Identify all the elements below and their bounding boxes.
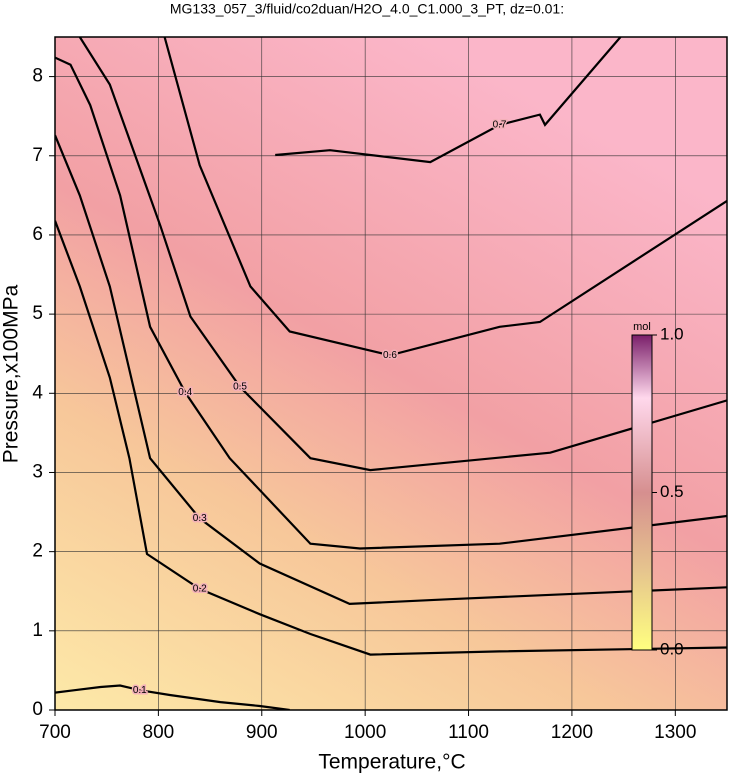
- contour-line: [55, 220, 727, 656]
- y-tick-label: 2: [32, 541, 43, 562]
- contour-line: [163, 37, 727, 357]
- x-tick-label: 1100: [448, 722, 489, 743]
- colorbar: [631, 334, 653, 651]
- colorbar-tick-label: 0.0: [660, 639, 684, 658]
- x-tick-label: 800: [143, 722, 175, 743]
- y-tick-label: 6: [32, 224, 43, 245]
- y-tick-label: 8: [32, 66, 43, 87]
- axes: 700 800 900 1000 1100 1200 1300 0 1 2 3 4 5 6 7 8: [32, 66, 696, 743]
- colorbar-unit: mol: [633, 321, 651, 333]
- plot-area: 0.1 0.2 0.3 0.4 0.5 0.6 0.7: [55, 37, 727, 710]
- colorbar-tick-label: 0.5: [660, 482, 684, 501]
- contour-label: 0.7: [493, 120, 507, 131]
- contour-label: 0.5: [233, 382, 247, 393]
- x-tick-label: 700: [39, 722, 71, 743]
- y-tick-label: 1: [32, 620, 43, 641]
- y-tick-label: 0: [32, 699, 43, 720]
- plot-background: [55, 37, 727, 710]
- contour-line: [55, 134, 727, 606]
- contour-line: [275, 37, 622, 164]
- x-tick-label: 1000: [344, 722, 386, 743]
- y-axis-label: Pressure,x100MPa: [0, 284, 23, 463]
- contour-line: [78, 37, 727, 472]
- contour-line: [55, 56, 727, 550]
- contour-label: 0.6: [383, 350, 397, 361]
- y-tick-label: 3: [32, 461, 43, 482]
- x-tick-label: 1200: [551, 722, 593, 743]
- plot-frame: [54, 36, 728, 711]
- x-tick-label: 900: [246, 722, 278, 743]
- contour-label: 0.3: [193, 513, 207, 524]
- x-tick-label: 1300: [654, 722, 696, 743]
- y-tick-label: 7: [32, 145, 43, 166]
- y-tick-label: 4: [32, 382, 43, 403]
- colorbar-tick-label: 1.0: [660, 324, 684, 343]
- chart-title: MG133_057_3/fluid/co2duan/H2O_4.0_C1.000…: [170, 1, 564, 17]
- contour-label: 0.1: [133, 685, 147, 696]
- contour-label: 0.4: [178, 387, 192, 398]
- contour-label: 0.2: [193, 584, 207, 595]
- y-tick-label: 5: [32, 303, 43, 324]
- x-axis-label: Temperature,°C: [318, 751, 465, 774]
- contour-line: [55, 684, 290, 710]
